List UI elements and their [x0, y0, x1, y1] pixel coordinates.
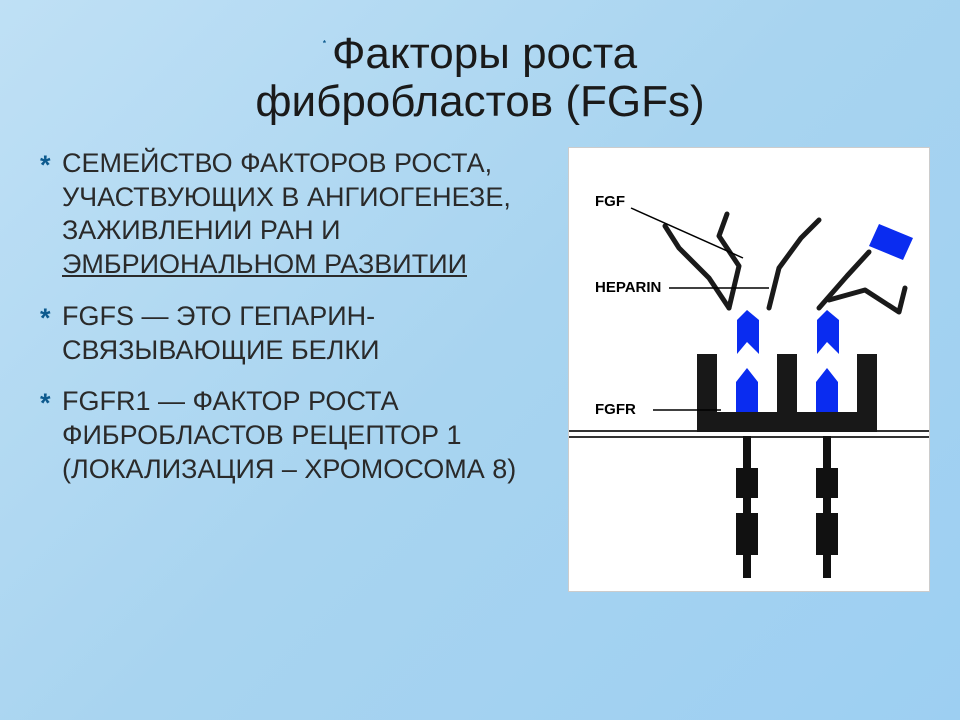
bullet-2: * FGFs — это гепарин-связывающие белки [40, 300, 548, 368]
bullet-1-pre: семейство факторов роста, участвующих в … [62, 148, 511, 246]
fgfr-diagram-svg: FGF HEPARIN FGFR [569, 148, 929, 593]
slide-title: * Факторы роста фибробластов (FGFs) [0, 0, 960, 127]
bullet-asterisk: * [40, 302, 51, 336]
svg-text:FGFR: FGFR [595, 401, 636, 418]
bullet-asterisk: * [40, 387, 51, 421]
bullet-3-text: FGFR1 — фактор роста фибробластов рецепт… [62, 386, 516, 484]
svg-text:FGF: FGF [595, 193, 625, 210]
title-line2: фибробластов (FGFs) [255, 77, 704, 126]
title-line1: Факторы роста [332, 29, 637, 78]
bullet-2-text: FGFs — это гепарин-связывающие белки [62, 301, 380, 365]
content-row: * семейство факторов роста, участвующих в… [0, 127, 960, 592]
bullet-1: * семейство факторов роста, участвующих в… [40, 147, 548, 282]
bullet-asterisk: * [40, 149, 51, 183]
bullet-1-underlined: эмбриональном развитии [62, 249, 467, 279]
fgfr-diagram: FGF HEPARIN FGFR [568, 147, 930, 592]
svg-text:HEPARIN: HEPARIN [595, 279, 661, 296]
title-asterisk: * [323, 39, 326, 48]
bullet-list: * семейство факторов роста, участвующих в… [40, 147, 548, 592]
bullet-3: * FGFR1 — фактор роста фибробластов рецеп… [40, 385, 548, 486]
